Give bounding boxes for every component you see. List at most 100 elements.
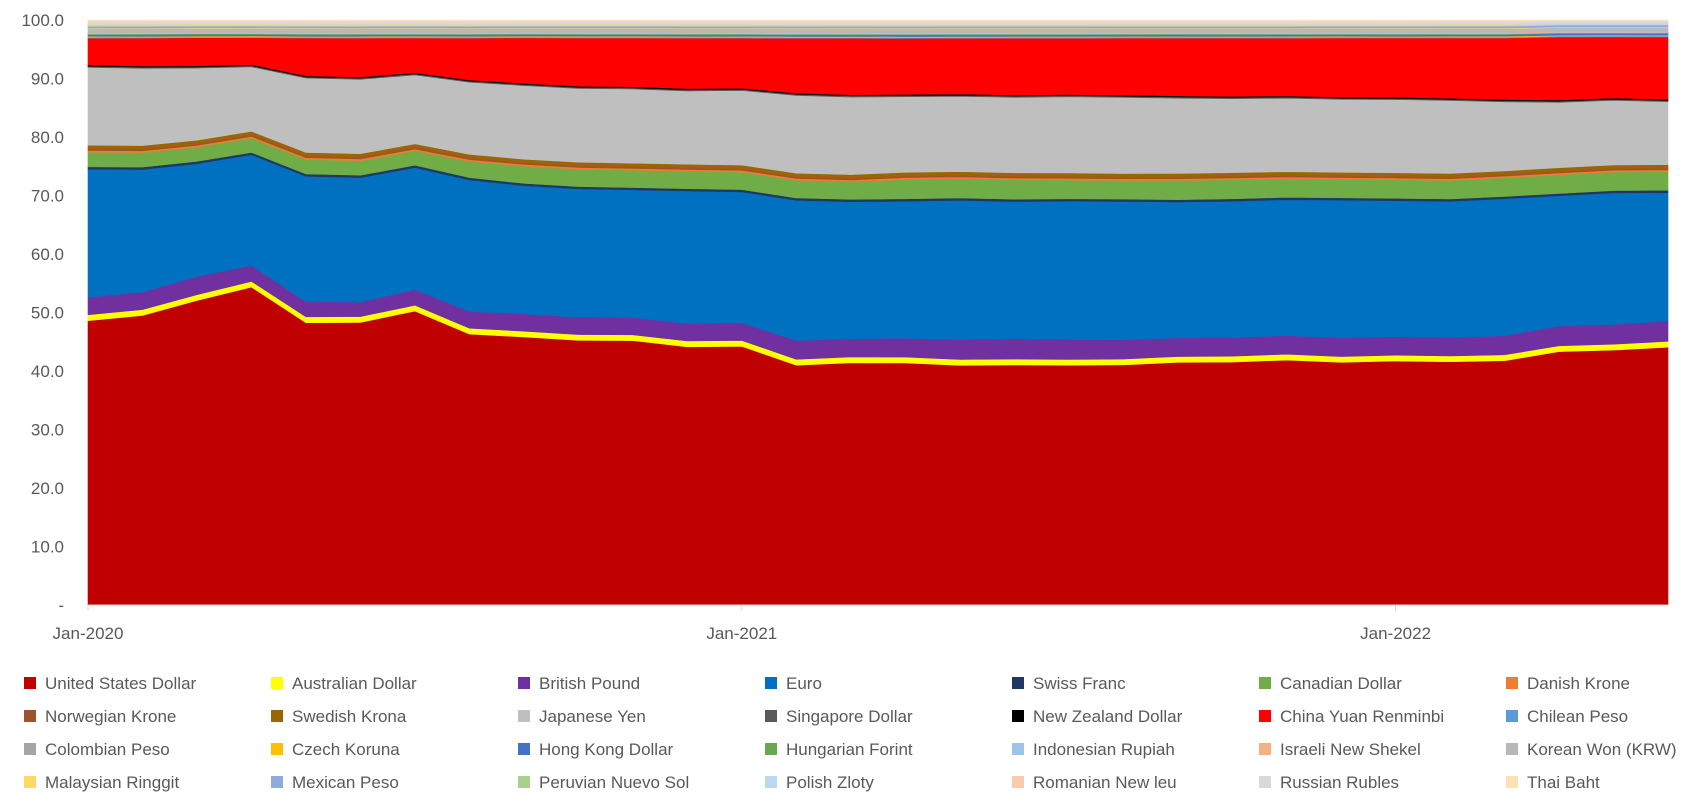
legend-label: Hong Kong Dollar: [539, 740, 674, 759]
legend-item-swedish-krona: Swedish Krona: [271, 707, 407, 726]
legend-swatch: [1506, 776, 1518, 788]
legend-label: Mexican Peso: [292, 773, 399, 792]
legend-swatch: [271, 743, 283, 755]
legend-label: Malaysian Ringgit: [45, 773, 179, 792]
legend-swatch: [518, 743, 530, 755]
legend-item-norwegian-krone: Norwegian Krone: [24, 707, 176, 726]
legend-label: New Zealand Dollar: [1033, 707, 1183, 726]
legend-label: Israeli New Shekel: [1280, 740, 1421, 759]
legend-swatch: [24, 677, 36, 689]
legend-swatch: [518, 677, 530, 689]
y-tick-label: 30.0: [31, 421, 64, 440]
legend-swatch: [1506, 677, 1518, 689]
legend-swatch: [518, 776, 530, 788]
legend-item-hong-kong-dollar: Hong Kong Dollar: [518, 740, 674, 759]
legend-label: Norwegian Krone: [45, 707, 176, 726]
legend-item-thai-baht: Thai Baht: [1506, 773, 1600, 792]
x-tick-label: Jan-2020: [53, 624, 124, 643]
legend-swatch: [1506, 743, 1518, 755]
y-tick-label: 60.0: [31, 245, 64, 264]
legend-item-peruvian-nuevo-sol: Peruvian Nuevo Sol: [518, 773, 689, 792]
legend-label: Hungarian Forint: [786, 740, 913, 759]
legend-label: United States Dollar: [45, 674, 197, 693]
x-tick-label: Jan-2021: [706, 624, 777, 643]
legend-swatch: [271, 776, 283, 788]
legend-label: Japanese Yen: [539, 707, 646, 726]
legend-item-romanian-new-leu: Romanian New leu: [1012, 773, 1177, 792]
legend-label: Polish Zloty: [786, 773, 874, 792]
axis-layer: - 10.0 20.0 30.0 40.0 50.0 60.0 70.0 80.0 90.0 100…: [21, 11, 1668, 643]
legend-swatch: [1506, 710, 1518, 722]
legend-swatch: [765, 776, 777, 788]
legend-item-euro: Euro: [765, 674, 822, 693]
legend-item-danish-krone: Danish Krone: [1506, 674, 1630, 693]
legend-item-czech-koruna: Czech Koruna: [271, 740, 400, 759]
legend-label: Euro: [786, 674, 822, 693]
legend-label: Colombian Peso: [45, 740, 170, 759]
legend-swatch: [271, 677, 283, 689]
y-tick-label: 90.0: [31, 70, 64, 89]
legend-swatch: [1012, 776, 1024, 788]
legend-item-mexican-peso: Mexican Peso: [271, 773, 399, 792]
legend-label: British Pound: [539, 674, 640, 693]
legend-label: Chilean Peso: [1527, 707, 1628, 726]
legend-swatch: [1012, 677, 1024, 689]
y-tick-label: 10.0: [31, 538, 64, 557]
legend-item-new-zealand-dollar: New Zealand Dollar: [1012, 707, 1183, 726]
areas-layer: [87, 19, 1669, 606]
legend-swatch: [1259, 710, 1271, 722]
legend-label: Danish Krone: [1527, 674, 1630, 693]
legend-swatch: [1012, 710, 1024, 722]
legend-item-hungarian-forint: Hungarian Forint: [765, 740, 913, 759]
legend-item-british-pound: British Pound: [518, 674, 640, 693]
legend-item-australian-dollar: Australian Dollar: [271, 674, 417, 693]
legend-swatch: [24, 710, 36, 722]
legend-label: Swiss Franc: [1033, 674, 1126, 693]
legend-swatch: [765, 743, 777, 755]
legend-item-malaysian-ringgit: Malaysian Ringgit: [24, 773, 179, 792]
y-tick-label: -: [58, 596, 64, 615]
legend: United States Dollar Australian Dollar Bri…: [24, 674, 1677, 792]
legend-swatch: [24, 776, 36, 788]
y-tick-label: 80.0: [31, 128, 64, 147]
legend-item-colombian-peso: Colombian Peso: [24, 740, 170, 759]
legend-item-japanese-yen: Japanese Yen: [518, 707, 646, 726]
legend-label: Czech Koruna: [292, 740, 400, 759]
legend-item-united-states-dollar: United States Dollar: [24, 674, 197, 693]
legend-item-chilean-peso: Chilean Peso: [1506, 707, 1628, 726]
legend-swatch: [1259, 743, 1271, 755]
legend-label: Canadian Dollar: [1280, 674, 1402, 693]
legend-label: Thai Baht: [1527, 773, 1600, 792]
legend-swatch: [1259, 677, 1271, 689]
legend-item-canadian-dollar: Canadian Dollar: [1259, 674, 1402, 693]
legend-label: Russian Rubles: [1280, 773, 1399, 792]
legend-label: Singapore Dollar: [786, 707, 913, 726]
legend-swatch: [1012, 743, 1024, 755]
legend-label: Indonesian Rupiah: [1033, 740, 1175, 759]
legend-label: Australian Dollar: [292, 674, 417, 693]
legend-swatch: [271, 710, 283, 722]
y-tick-label: 100.0: [21, 11, 64, 30]
legend-label: Swedish Krona: [292, 707, 407, 726]
legend-label: Korean Won (KRW): [1527, 740, 1677, 759]
y-tick-label: 50.0: [31, 304, 64, 323]
legend-swatch: [765, 677, 777, 689]
legend-label: Romanian New leu: [1033, 773, 1177, 792]
y-tick-label: 70.0: [31, 187, 64, 206]
area-russian-rubles: [87, 20, 1669, 25]
x-tick-label: Jan-2022: [1360, 624, 1431, 643]
legend-swatch: [765, 710, 777, 722]
legend-item-polish-zloty: Polish Zloty: [765, 773, 874, 792]
legend-item-korean-won-krw: Korean Won (KRW): [1506, 740, 1677, 759]
legend-item-russian-rubles: Russian Rubles: [1259, 773, 1399, 792]
legend-item-swiss-franc: Swiss Franc: [1012, 674, 1126, 693]
y-tick-label: 20.0: [31, 479, 64, 498]
legend-swatch: [24, 743, 36, 755]
y-tick-label: 40.0: [31, 362, 64, 381]
legend-item-singapore-dollar: Singapore Dollar: [765, 707, 913, 726]
legend-swatch: [518, 710, 530, 722]
legend-label: China Yuan Renminbi: [1280, 707, 1444, 726]
area-thai-baht: [87, 19, 1669, 22]
